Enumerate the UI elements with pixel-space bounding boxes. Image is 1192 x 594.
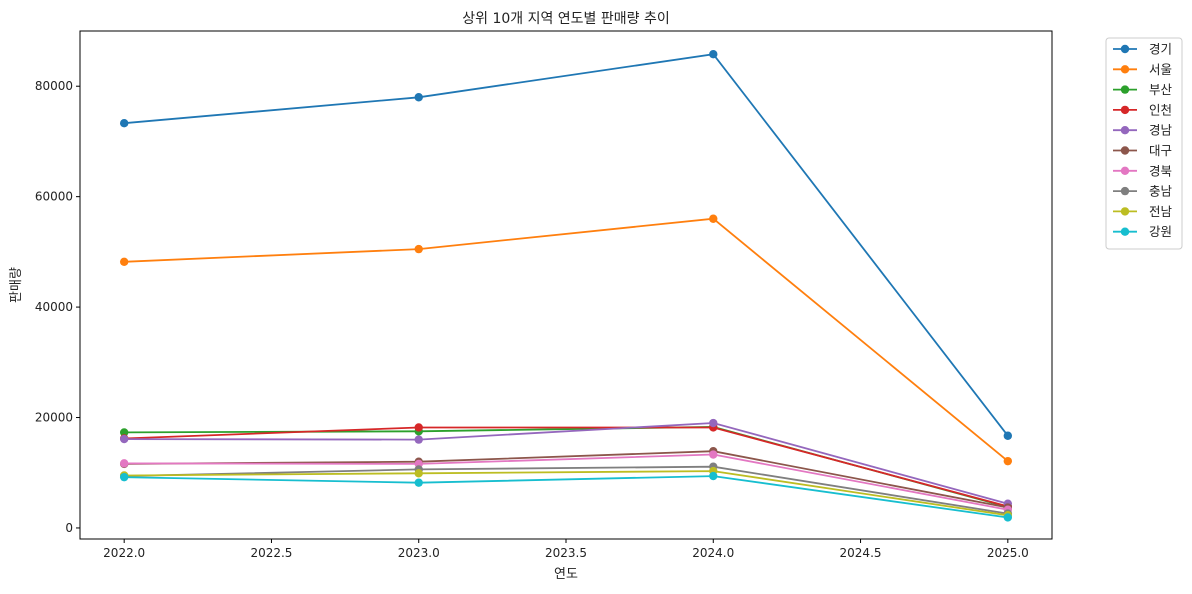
legend-item: 충남 xyxy=(1113,184,1173,199)
data-point xyxy=(414,469,423,478)
legend-marker xyxy=(1120,166,1130,175)
x-tick-label: 2022.5 xyxy=(250,546,292,560)
data-point xyxy=(414,93,423,102)
legend-label: 경기 xyxy=(1149,42,1172,57)
data-point xyxy=(119,428,129,437)
plot-area xyxy=(79,30,1053,540)
legend-label: 경북 xyxy=(1149,163,1172,178)
series-line xyxy=(124,426,1009,508)
series-line xyxy=(124,453,1008,511)
x-tick-label: 2025.0 xyxy=(987,546,1029,560)
legend-item: 경남 xyxy=(1113,123,1173,138)
data-point xyxy=(414,244,423,254)
x-tick-label: 2024.0 xyxy=(692,546,734,560)
y-tick-label: 80000 xyxy=(35,79,73,93)
data-point xyxy=(1003,513,1013,522)
legend-label: 경남 xyxy=(1149,123,1173,138)
data-point xyxy=(119,472,129,482)
legend-marker xyxy=(1120,146,1130,155)
series-line xyxy=(124,470,1008,517)
series-2 xyxy=(119,214,1013,466)
data-point xyxy=(709,471,718,481)
series-layer xyxy=(119,49,1013,522)
data-point xyxy=(1003,431,1013,440)
data-point xyxy=(709,49,718,59)
y-axis: 0 20000 40000 60000 80000 xyxy=(35,79,80,535)
series-line xyxy=(124,53,1009,437)
y-tick-label: 0 xyxy=(65,521,73,535)
x-tick-label: 2023.5 xyxy=(545,546,587,560)
data-point xyxy=(119,434,129,444)
legend-marker xyxy=(1120,207,1130,216)
x-tick-label: 2022.0 xyxy=(103,546,145,560)
chart-title: 상위 10개 지역 연도별 판매량 추이 xyxy=(462,11,670,27)
legend-item: 부산 xyxy=(1113,82,1173,97)
legend-item: 서울 xyxy=(1113,62,1172,77)
legend-item: 경기 xyxy=(1113,42,1172,57)
y-axis-label: 판매량 xyxy=(9,267,24,303)
series-5 xyxy=(119,418,1013,508)
series-line xyxy=(124,475,1008,519)
data-point xyxy=(119,459,129,468)
data-point xyxy=(119,119,129,128)
legend-label: 충남 xyxy=(1149,184,1173,199)
y-tick-label: 40000 xyxy=(35,300,73,314)
legend-item: 경북 xyxy=(1113,163,1172,178)
series-10 xyxy=(119,471,1013,522)
legend-item: 인천 xyxy=(1113,102,1172,117)
x-tick-label: 2024.5 xyxy=(840,546,882,560)
data-point xyxy=(709,418,718,428)
data-point xyxy=(709,450,718,459)
legend-marker xyxy=(1120,186,1130,196)
data-point xyxy=(1003,456,1013,466)
data-point xyxy=(709,214,718,223)
y-tick-label: 20000 xyxy=(35,411,73,425)
data-point xyxy=(414,435,423,444)
legend-marker xyxy=(1120,44,1130,54)
series-line xyxy=(124,465,1008,515)
legend-marker xyxy=(1120,65,1130,74)
data-point xyxy=(119,257,129,267)
legend-marker xyxy=(1120,126,1130,135)
legend-label: 대구 xyxy=(1149,143,1172,158)
legend-label: 부산 xyxy=(1149,82,1173,97)
legend-marker xyxy=(1120,105,1130,115)
legend-label: 서울 xyxy=(1149,62,1172,77)
legend-label: 강원 xyxy=(1149,224,1172,239)
legend-marker xyxy=(1120,227,1130,236)
legend-marker xyxy=(1120,85,1130,94)
legend-label: 인천 xyxy=(1149,102,1172,117)
x-axis-label: 연도 xyxy=(554,567,578,582)
data-point xyxy=(414,423,423,432)
legend-item: 강원 xyxy=(1113,224,1172,239)
series-7 xyxy=(119,450,1013,514)
legend-label: 전남 xyxy=(1149,204,1173,219)
legend-item: 전남 xyxy=(1113,204,1173,219)
x-tick-label: 2023.0 xyxy=(398,546,440,560)
x-axis: 2022.0 2022.5 2023.0 2023.5 2024.0 2024.5 2025… xyxy=(103,539,1029,560)
series-line xyxy=(124,422,1009,505)
legend-item: 대구 xyxy=(1113,143,1172,158)
y-tick-label: 60000 xyxy=(35,190,73,204)
data-point xyxy=(414,478,423,487)
series-line xyxy=(124,217,1009,462)
series-1 xyxy=(119,49,1013,440)
